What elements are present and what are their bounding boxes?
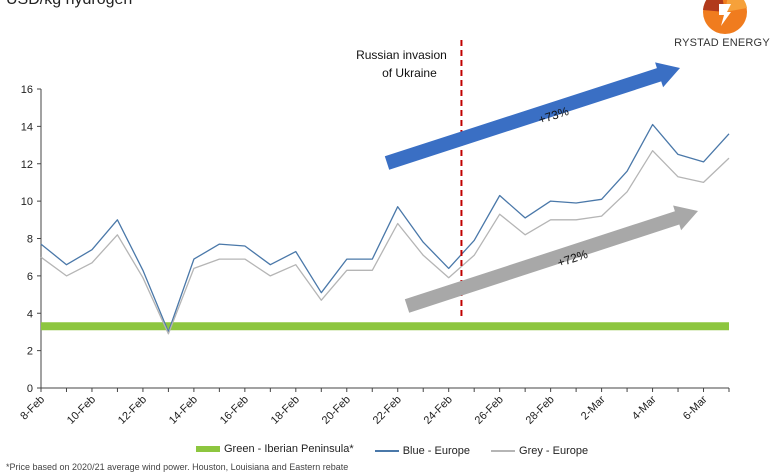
y-tick-label: 0	[27, 383, 33, 395]
legend-swatch-green	[196, 446, 220, 452]
series-line-grey	[40, 150, 730, 335]
footnote: *Price based on 2020/21 average wind pow…	[6, 462, 349, 472]
arrow-blue	[384, 62, 680, 170]
x-tick-label: 6-Mar	[681, 393, 710, 422]
x-tick-label: 10-Feb	[65, 394, 98, 427]
y-tick-label: 12	[21, 159, 33, 171]
arrow-grey	[404, 205, 698, 313]
y-tick-label: 4	[27, 308, 33, 320]
legend-label-blue: Blue - Europe	[402, 445, 470, 457]
logo-text: RYSTAD ENERGY	[674, 37, 770, 49]
invasion-label: of Ukraine	[382, 66, 437, 80]
x-tick-label: 2-Mar	[579, 393, 608, 422]
x-tick-label: 20-Feb	[320, 394, 353, 427]
legend-swatch-grey	[491, 450, 516, 452]
y-tick-label: 2	[27, 346, 33, 358]
y-tick-label: 10	[21, 196, 33, 208]
rystad-logo-icon	[703, 0, 747, 34]
x-tick-label: 22-Feb	[371, 394, 404, 427]
series-line-blue	[40, 123, 730, 333]
legend-label-green: Green - Iberian Peninsula*	[224, 443, 354, 455]
y-tick-label: 14	[21, 121, 33, 133]
legend-swatch-blue	[374, 450, 399, 452]
x-tick-label: 16-Feb	[218, 394, 251, 427]
y-tick-label: 6	[27, 271, 33, 283]
legend-item-green: Green - Iberian Peninsula*	[196, 443, 354, 455]
y-tick-label: 8	[27, 234, 33, 246]
x-tick-label: 24-Feb	[422, 394, 455, 427]
x-tick-label: 18-Feb	[269, 394, 302, 427]
series-layer	[40, 123, 730, 335]
x-tick-label: 14-Feb	[167, 394, 200, 427]
x-tick-label: 4-Mar	[630, 393, 659, 422]
x-tick-label: 26-Feb	[473, 394, 506, 427]
invasion-label: Russian invasion	[356, 48, 447, 62]
legend: Green - Iberian Peninsula* Blue - Europe…	[196, 443, 606, 459]
x-tick-label: 12-Feb	[116, 394, 149, 427]
y-tick-label: 16	[21, 84, 33, 96]
x-tick-label: 28-Feb	[524, 394, 557, 427]
legend-item-blue: Blue - Europe	[374, 445, 470, 457]
x-tick-label: 8-Feb	[18, 394, 47, 423]
chart-unit-title: USD/kg hydrogen	[6, 0, 132, 9]
legend-item-grey: Grey - Europe	[491, 445, 588, 457]
legend-label-grey: Grey - Europe	[519, 445, 589, 457]
